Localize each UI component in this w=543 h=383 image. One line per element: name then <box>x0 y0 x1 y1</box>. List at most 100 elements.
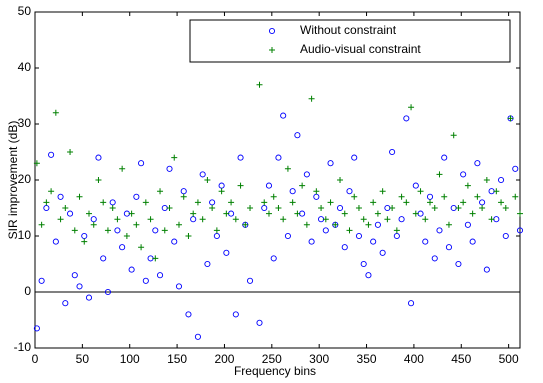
x-tick-label: 150 <box>167 352 187 366</box>
point <box>431 205 438 211</box>
point <box>180 188 187 195</box>
point <box>327 199 334 206</box>
point <box>133 193 140 200</box>
point <box>109 205 116 211</box>
point <box>507 115 514 122</box>
point <box>436 227 443 234</box>
point <box>460 199 467 206</box>
point <box>85 210 92 217</box>
x-tick-label: 300 <box>309 352 329 366</box>
point <box>138 160 145 167</box>
point <box>346 188 353 195</box>
point <box>185 233 192 239</box>
point <box>104 288 111 296</box>
point <box>275 205 282 211</box>
point <box>81 232 88 240</box>
legend-label: Without constraint <box>300 23 397 37</box>
point <box>512 165 519 172</box>
point <box>460 171 467 178</box>
point <box>355 205 362 211</box>
point <box>57 193 64 200</box>
x-tick-label: 500 <box>499 352 519 366</box>
point <box>322 227 329 234</box>
point <box>213 227 220 234</box>
point <box>100 199 107 206</box>
point <box>346 227 353 234</box>
point <box>374 210 381 217</box>
point <box>52 238 59 245</box>
legend-marker <box>268 27 276 35</box>
point <box>185 311 192 318</box>
y-tick-label: 50 <box>18 4 32 18</box>
y-axis-label: SIR improvement (dB) <box>6 121 20 240</box>
point <box>194 333 201 340</box>
point <box>71 227 78 234</box>
point <box>223 210 230 217</box>
point <box>90 216 97 223</box>
point <box>332 221 339 228</box>
point <box>33 160 40 167</box>
point <box>228 199 235 206</box>
point <box>517 210 523 217</box>
point <box>474 160 481 167</box>
point <box>265 182 273 189</box>
point <box>180 193 187 200</box>
y-tick-label: 0 <box>24 284 31 298</box>
point <box>289 188 296 195</box>
point <box>412 182 419 189</box>
point <box>204 177 211 183</box>
y-tick-label: 20 <box>18 172 32 186</box>
point <box>242 221 249 228</box>
point <box>62 205 69 211</box>
point <box>498 176 505 184</box>
point <box>308 238 315 245</box>
point <box>119 244 126 251</box>
point <box>294 132 301 139</box>
point <box>427 199 434 206</box>
point <box>284 232 291 240</box>
point <box>389 148 396 156</box>
point <box>441 154 448 161</box>
point <box>57 216 64 223</box>
point <box>403 199 410 206</box>
point <box>275 154 282 161</box>
point <box>337 177 344 183</box>
point <box>270 255 277 262</box>
point <box>422 216 429 223</box>
point <box>138 244 145 251</box>
point <box>152 227 159 234</box>
point <box>341 210 348 217</box>
point <box>161 227 168 234</box>
point <box>123 233 130 239</box>
point <box>408 300 415 307</box>
point <box>81 238 88 245</box>
point <box>455 260 462 268</box>
point <box>280 112 287 119</box>
point <box>370 238 377 245</box>
point <box>199 216 206 223</box>
point <box>128 210 135 217</box>
x-axis-label: Frequency bins <box>234 364 316 378</box>
point <box>175 221 182 228</box>
point <box>171 154 178 161</box>
point <box>308 95 315 102</box>
point <box>327 160 334 167</box>
point <box>351 193 358 200</box>
point <box>67 149 74 155</box>
point <box>76 193 83 200</box>
legend-box <box>189 19 511 63</box>
point <box>237 154 244 161</box>
point <box>261 199 268 206</box>
point <box>232 216 239 223</box>
point <box>85 294 93 301</box>
point <box>299 182 306 189</box>
point <box>95 154 102 161</box>
legend-label: Audio-visual constraint <box>300 42 421 56</box>
point <box>48 188 55 195</box>
point <box>479 199 486 206</box>
point <box>464 182 471 189</box>
point <box>256 81 263 88</box>
point <box>322 216 329 223</box>
point <box>351 154 358 161</box>
